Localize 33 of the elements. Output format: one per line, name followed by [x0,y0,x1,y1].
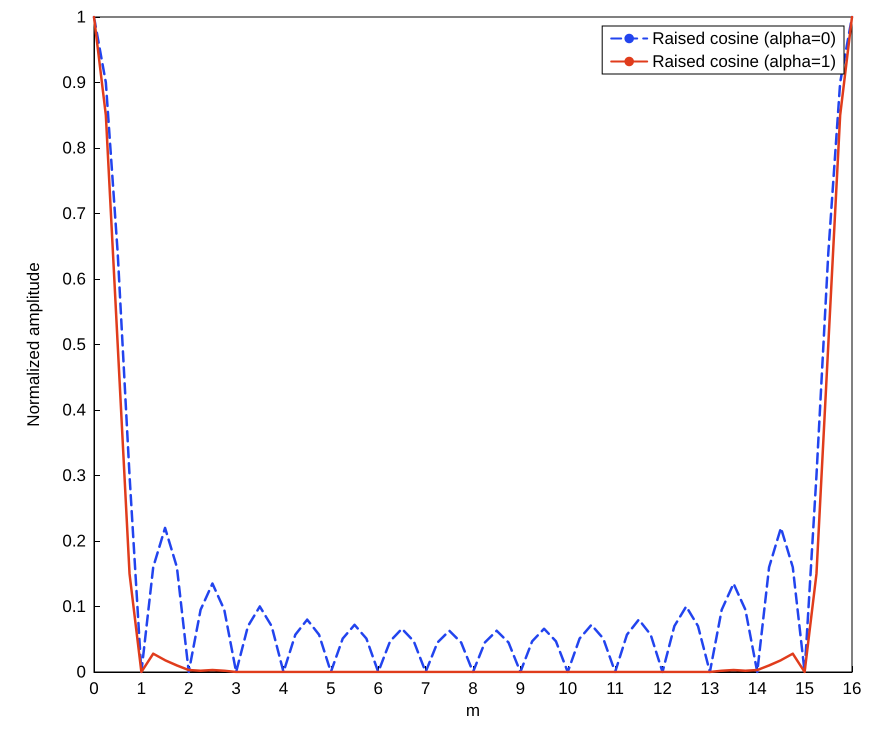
x-tick-label: 7 [420,679,430,698]
x-tick-label: 4 [278,679,288,698]
line-series [92,16,854,674]
y-axis-title: Normalized amplitude [24,262,43,427]
x-tick-label: 11 [606,679,624,698]
legend-label: Raised cosine (alpha=0) [652,29,836,48]
y-tick-label: 0.6 [62,270,86,288]
x-tick-label: 12 [653,679,672,698]
x-tick-label: 10 [558,679,578,698]
y-tick-label: 1 [76,8,86,26]
x-tick-label: 14 [748,679,767,698]
x-tick-label: 3 [231,679,241,698]
y-tick-label: 0.1 [62,597,86,616]
x-tick-label: 6 [374,679,383,698]
x-tick-label: 2 [184,679,194,698]
x-tick-label: 16 [842,679,862,698]
legend-label: Raised cosine (alpha=1) [652,52,836,71]
y-tick-label: 0.7 [62,204,86,223]
y-tick-label: 0.4 [62,400,86,420]
x-tick-label: 5 [326,679,336,698]
y-tick-label: 0.5 [62,335,86,354]
y-tick-label: 0.9 [62,73,86,92]
x-tick-label: 15 [795,679,814,698]
x-tick-label: 0 [89,679,99,698]
x-axis-title: m [466,701,480,720]
y-tick-label: 0.2 [62,532,86,550]
x-tick-label: 13 [700,679,720,698]
x-tick-label: 9 [516,679,526,698]
y-tick-label: 0.3 [62,466,86,485]
y-tick-label: 0.8 [62,138,86,158]
x-tick-label: 1 [136,679,146,698]
y-tick-label: 0 [76,662,86,682]
x-tick-label: 8 [468,679,478,698]
